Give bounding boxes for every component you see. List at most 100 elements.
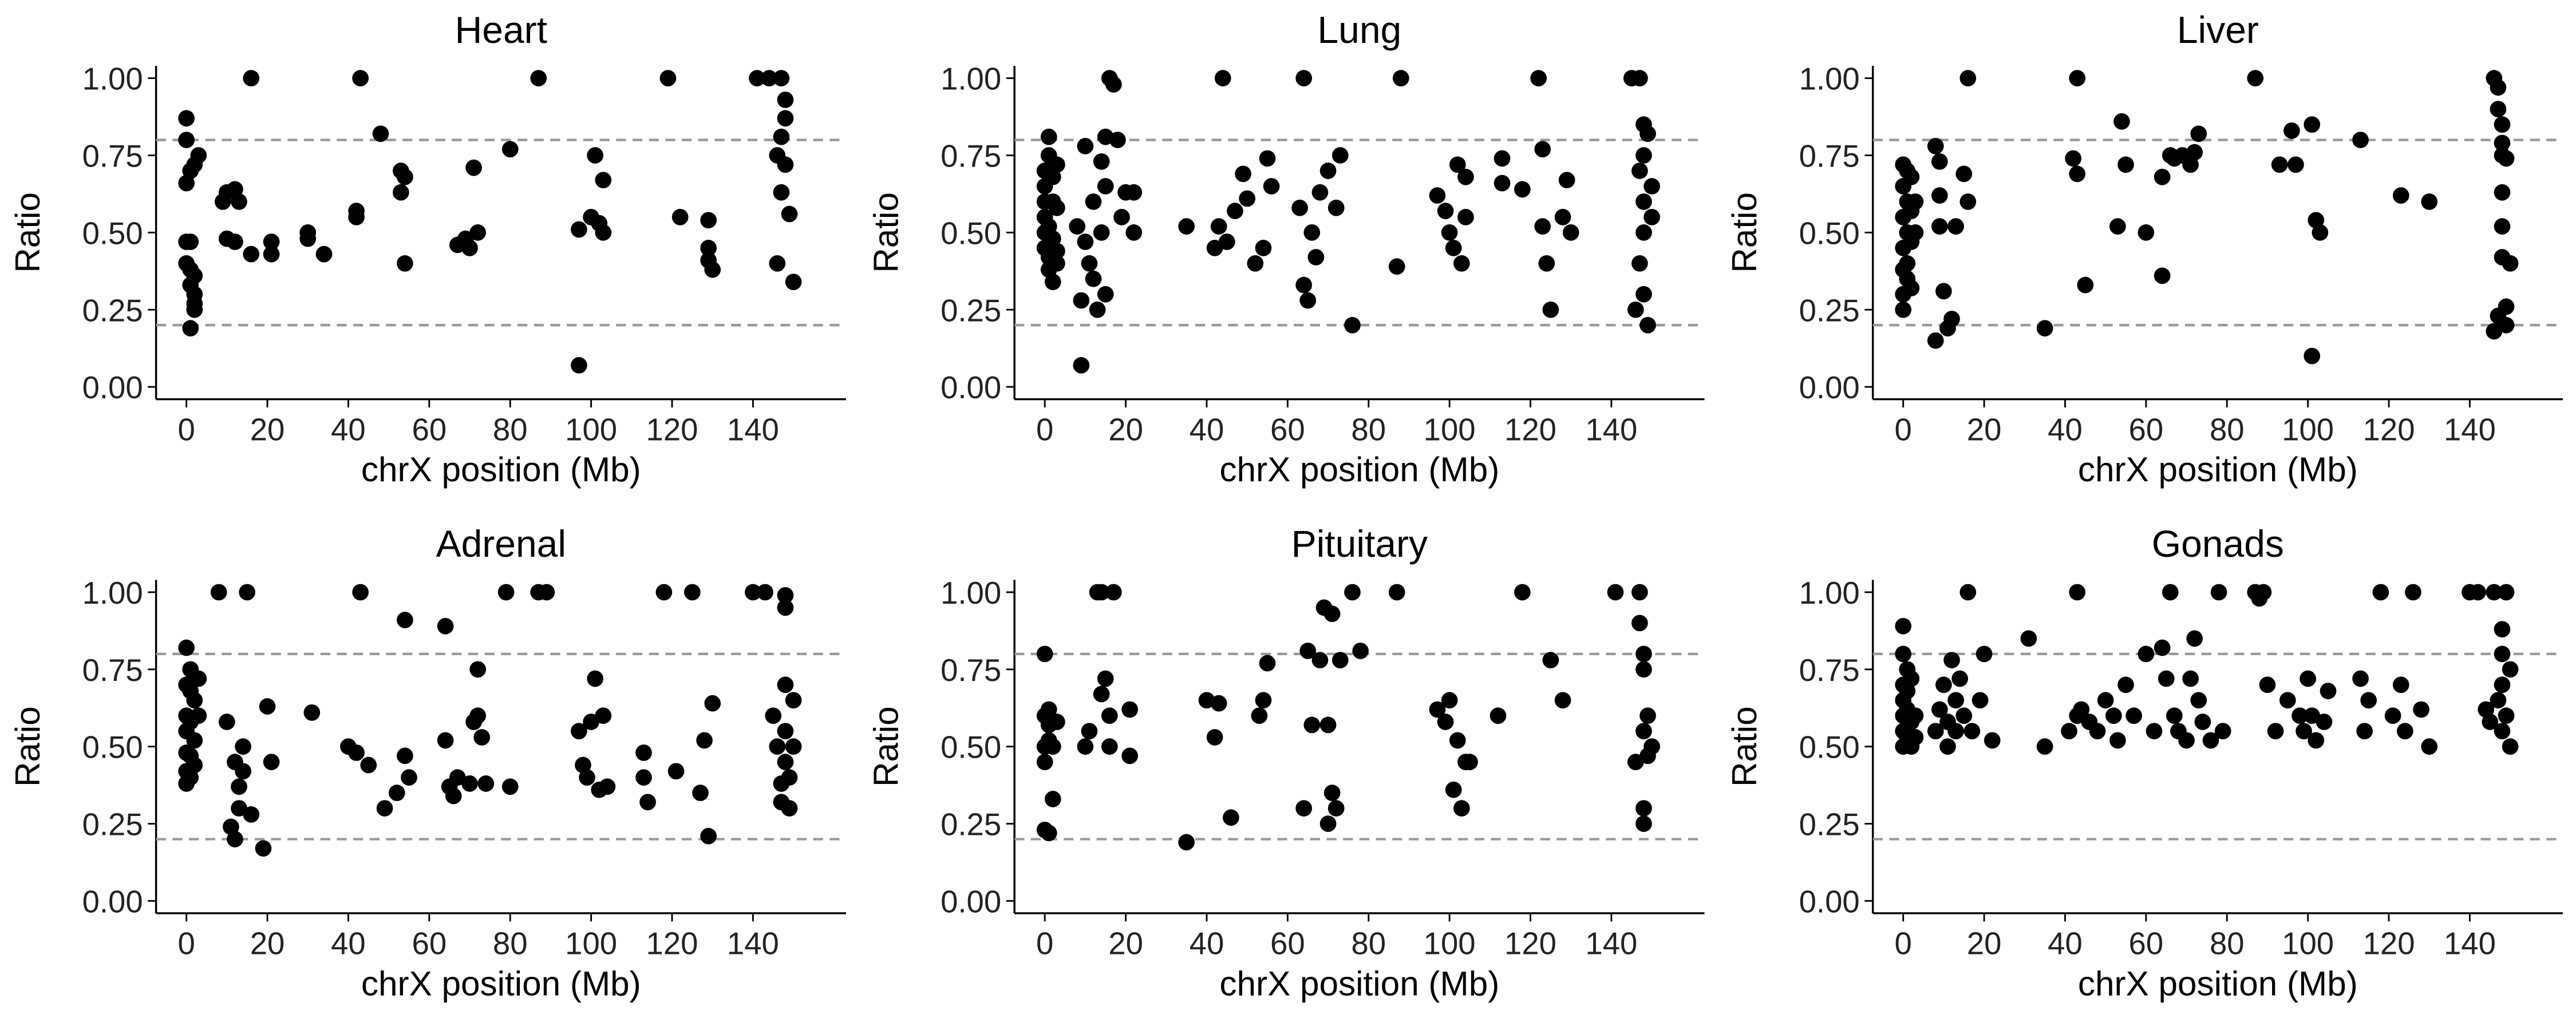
point	[1040, 825, 1057, 842]
y-tick-label: 0.75	[82, 139, 143, 174]
point	[1049, 156, 1065, 173]
point	[1554, 692, 1571, 709]
y-tick-label: 1.00	[941, 62, 1001, 97]
point	[1927, 137, 1944, 154]
point	[2117, 676, 2134, 694]
x-tick-label: 120	[1504, 926, 1556, 961]
point	[2194, 714, 2211, 730]
point	[1429, 701, 1446, 718]
x-tick-label: 40	[1190, 412, 1224, 447]
point	[1097, 670, 1114, 687]
point	[1255, 239, 1272, 256]
point	[178, 639, 195, 656]
y-tick-label: 0.50	[1799, 730, 1860, 765]
point	[2146, 723, 2163, 740]
point	[1081, 723, 1098, 740]
point	[1639, 707, 1656, 724]
point	[1943, 311, 1960, 327]
point	[1631, 163, 1648, 179]
point	[465, 159, 482, 176]
point	[1947, 692, 1964, 709]
point	[2352, 670, 2369, 687]
point	[1643, 738, 1660, 755]
point	[2502, 661, 2519, 678]
point	[1895, 645, 1912, 663]
point	[571, 356, 587, 374]
point	[684, 584, 701, 601]
point	[2304, 116, 2321, 133]
point	[1903, 280, 1920, 296]
point	[1895, 617, 1912, 635]
y-tick-label: 0.25	[1799, 293, 1860, 328]
point	[372, 125, 389, 142]
point	[635, 769, 652, 786]
point	[785, 274, 802, 291]
x-tick-label: 60	[2129, 926, 2164, 961]
x-tick-label: 40	[331, 412, 366, 447]
point	[2478, 701, 2495, 718]
point	[1299, 292, 1317, 309]
point	[2486, 323, 2503, 340]
x-tick-label: 100	[2282, 926, 2334, 961]
panel-title: Liver	[2177, 9, 2259, 51]
point	[1040, 701, 1057, 718]
y-axis-title: Ratio	[866, 192, 905, 273]
y-tick-label: 0.50	[941, 730, 1001, 765]
point	[2125, 707, 2143, 724]
panel-title: Gonads	[2152, 522, 2284, 565]
point	[1125, 224, 1143, 241]
point	[2304, 347, 2321, 365]
point	[1931, 187, 1948, 204]
point	[1206, 729, 1223, 746]
point	[1073, 292, 1090, 309]
point	[1259, 150, 1276, 167]
point	[765, 707, 782, 724]
point	[583, 714, 599, 730]
point	[1907, 729, 1924, 746]
point	[595, 224, 612, 241]
point	[388, 785, 405, 801]
point	[1903, 168, 1920, 185]
point	[2182, 670, 2199, 687]
x-tick-label: 40	[1190, 926, 1224, 961]
point	[1247, 255, 1264, 272]
point	[2482, 714, 2499, 730]
point	[587, 147, 604, 164]
point	[1939, 738, 1956, 755]
point	[182, 233, 199, 250]
point	[1319, 716, 1337, 734]
x-tick-label: 60	[1270, 412, 1305, 447]
point	[2498, 584, 2515, 601]
point	[1453, 800, 1470, 817]
point	[1931, 218, 1948, 235]
point	[1607, 584, 1624, 601]
point	[1935, 676, 1952, 694]
point	[1955, 707, 1973, 724]
point	[777, 676, 794, 694]
x-tick-label: 100	[565, 926, 617, 961]
point	[2247, 70, 2264, 87]
x-tick-label: 100	[1424, 412, 1476, 447]
point	[2413, 701, 2429, 718]
point	[437, 617, 454, 635]
point	[1327, 800, 1345, 817]
point	[1109, 132, 1126, 148]
point	[2494, 116, 2511, 133]
point	[2190, 692, 2207, 709]
point	[348, 744, 365, 761]
point	[1295, 800, 1312, 817]
point	[1077, 137, 1094, 154]
point	[1121, 747, 1138, 764]
point	[1562, 224, 1579, 241]
y-tick-label: 1.00	[1799, 576, 1860, 611]
point	[659, 70, 677, 87]
point	[1044, 274, 1061, 291]
point	[2486, 584, 2503, 601]
point	[2113, 113, 2130, 130]
point	[469, 707, 487, 724]
x-tick-label: 120	[2363, 926, 2415, 961]
point	[1311, 652, 1329, 668]
point	[2308, 212, 2325, 229]
point	[1457, 168, 1474, 185]
point	[2470, 584, 2486, 601]
